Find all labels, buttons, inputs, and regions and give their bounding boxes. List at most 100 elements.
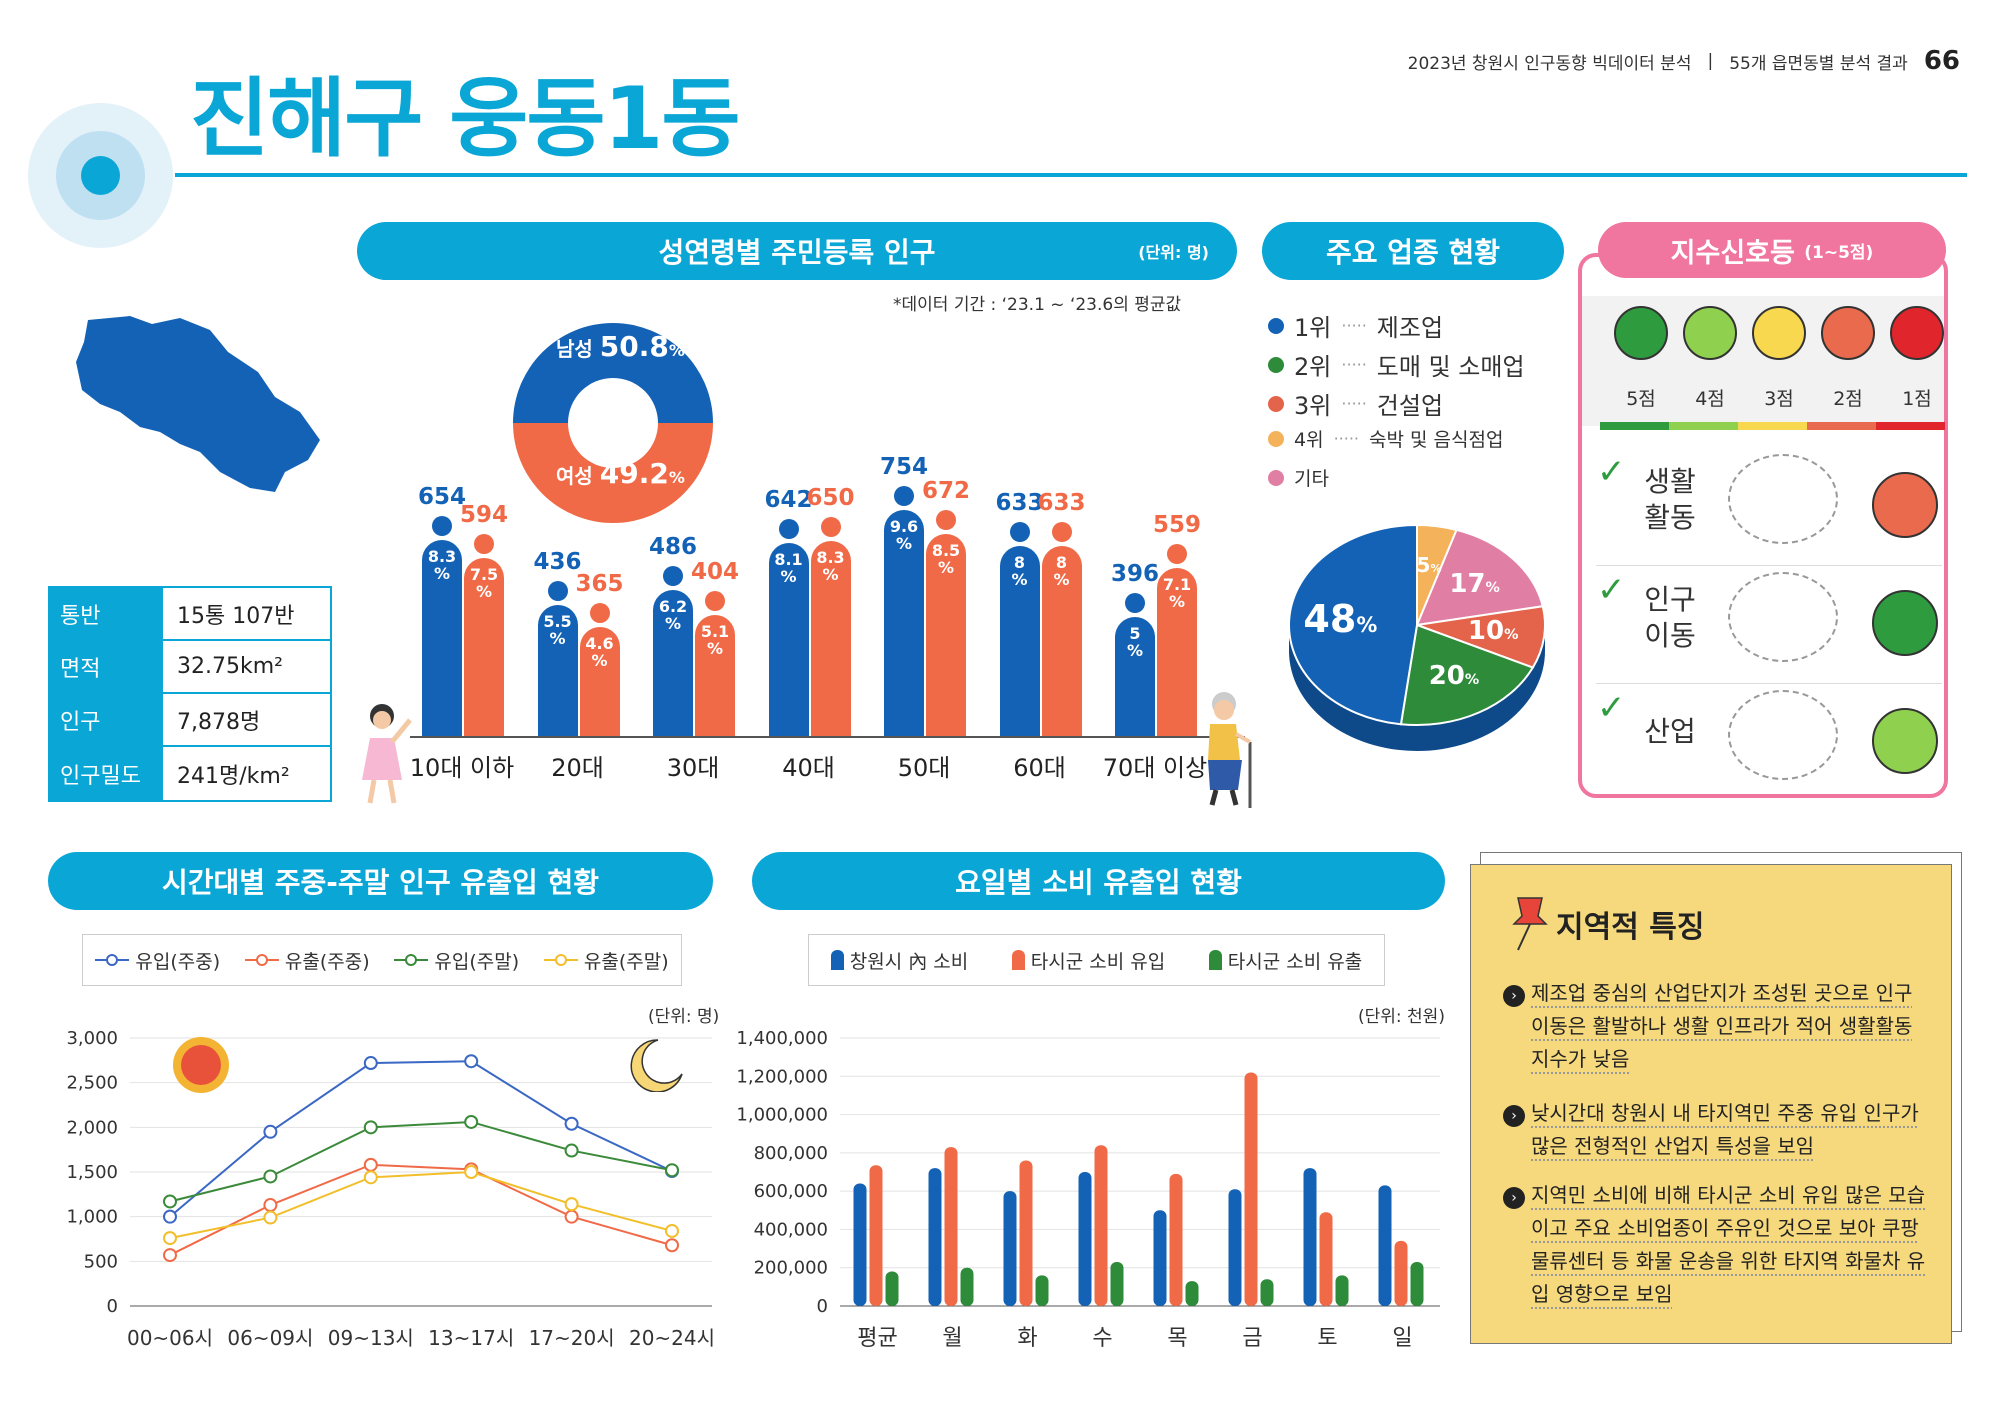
male-pct-sign: % [668,341,685,360]
line-series [169,1060,673,1218]
pop-bar-pct-sign: % [433,563,451,583]
female-pct-sign: % [668,468,685,487]
pop-bar-head [663,566,683,587]
pie-label: 48% [1300,597,1380,641]
pie-label-sign: % [1356,613,1378,638]
age-label: 30대 [666,754,720,782]
line-chart-title: 시간대별 주중-주말 인구 유출입 현황 [161,866,599,899]
title-deco-dot [81,156,120,195]
check-icon: ✓ [1597,688,1626,728]
pop-chart-unit: (단위: 명) [1138,243,1209,262]
signal-row-label: 생활 활동 [1644,465,1696,534]
spend-bar [1335,1275,1349,1306]
line-point [363,1157,378,1172]
stats-table: 통반 15통 107반 면적 32.75km² 인구 7,878명 인구밀도 241명/… [48,586,332,802]
pie-label: 17% [1435,569,1515,599]
feature-text: 낮시간대 창원시 내 타지역민 주중 유입 인구가 많은 전형적인 산업지 특성… [1531,1101,1919,1158]
line-series [169,1163,673,1256]
pop-bar-head [1167,544,1187,565]
x-tick: 토 [1317,1326,1337,1351]
score-bar-segment [1807,422,1876,430]
pop-bar-head [432,515,452,536]
pop-bar-pct: 5.1 [700,621,730,641]
pop-bar-value: 396 [1110,561,1159,588]
industry-pie [1288,523,1546,751]
industry-rank: 4위 [1294,429,1324,451]
moon-icon [630,1039,683,1092]
pop-bar [926,534,966,736]
pop-bar-value: 436 [533,549,582,576]
pop-bar-value: 633 [995,490,1044,517]
x-tick: 09~13시 [328,1326,414,1350]
score-face-1-icon [1890,306,1944,360]
pop-bar-value: 654 [417,483,466,510]
stats-value: 32.75km² [177,654,283,679]
line-point [163,1194,177,1209]
pop-bar-pct: 8.1 [774,550,803,570]
legend-label: 유입(주중) [135,950,221,973]
spend-bar [1244,1072,1258,1306]
pop-bar-head [547,581,568,602]
line-point [163,1248,177,1263]
feature-text: 제조업 중심의 산업단지가 조성된 곳으로 인구 이동은 활발하나 생활 인프라… [1531,981,1913,1071]
line-point [564,1209,579,1224]
female-share: 여성 49.2% [556,457,685,490]
pop-bar [999,546,1040,736]
stats-key: 인구밀도 [50,747,163,800]
pop-bar-value: 594 [459,501,508,528]
male-label: 남성 [556,337,593,361]
features-panel: › 제조업 중심의 산업단지가 조성된 곳으로 인구 이동은 활발하나 생활 인… [1470,864,1952,1344]
pie-label: 5% [1389,553,1469,577]
feature-item: 제조업 중심의 산업단지가 조성된 곳으로 인구 이동은 활발하나 생활 인프라… [1531,977,1931,1076]
y-tick: 1,000,000 [736,1105,828,1126]
pop-bar-value: 672 [921,478,970,505]
y-tick: 2,000 [66,1117,118,1138]
pop-bar-head [1125,593,1145,614]
legend-label: 유출(주말) [583,950,669,973]
y-tick: 600,000 [754,1181,828,1202]
x-tick: 17~20시 [529,1326,615,1350]
pop-bar-pct-sign: % [822,565,839,584]
pie-label: 10% [1453,616,1533,646]
legend-dot [1268,430,1284,447]
pop-bar-pct: 8.3 [816,548,845,567]
pop-bar-head [1051,522,1072,543]
pop-bar-value: 365 [575,570,624,597]
pop-bar [810,541,851,736]
spend-chart-title: 요일별 소비 유출입 현황 [955,866,1242,899]
features-title: 지역적 특징 [1556,910,1705,945]
pie-label-value: 10 [1467,616,1505,647]
legend-label: 유입(주말) [434,950,520,973]
line-point [464,1114,479,1129]
legend-marker [1011,950,1025,970]
line-chart-unit: (단위: 명) [648,1007,720,1027]
line-chart-legend: 유입(주중) 유출(주중) 유입(주말) 유출(주말) [82,934,682,986]
leader-dots: ····· [1341,316,1367,335]
pop-bar-head [589,602,610,623]
industry-title: 주요 업종 현황 [1325,236,1501,269]
pie-label-value: 5 [1416,553,1431,578]
y-tick: 1,500 [66,1162,118,1183]
spend-bar [1228,1189,1242,1306]
line-point [665,1238,679,1253]
y-tick: 500 [84,1251,118,1272]
title-underline [175,173,1967,177]
score-label: 1점 [1902,388,1932,410]
chevron-icon: › [1503,1105,1525,1127]
leader-dots: ····· [1341,394,1367,413]
female-pct: 49.2 [599,457,669,490]
stats-value: 7,878명 [177,709,261,735]
line-point [564,1143,579,1158]
feature-item: 낮시간대 창원시 내 타지역민 주중 유입 인구가 많은 전형적인 산업지 특성… [1531,1097,1931,1163]
industry-legend-item: 1위 ····· 제조업 [1268,308,1443,343]
sun-icon [173,1037,229,1093]
y-tick: 2,500 [66,1073,118,1094]
pop-bar-pct-sign: % [937,558,955,578]
line-point [163,1209,177,1224]
signal-range: (1~5점) [1804,242,1874,263]
legend-item: 유출(주말) [543,947,669,974]
pop-bar [464,557,504,736]
line-point [564,1197,579,1212]
spend-bar [1035,1275,1049,1306]
pie-slice [1416,605,1546,669]
